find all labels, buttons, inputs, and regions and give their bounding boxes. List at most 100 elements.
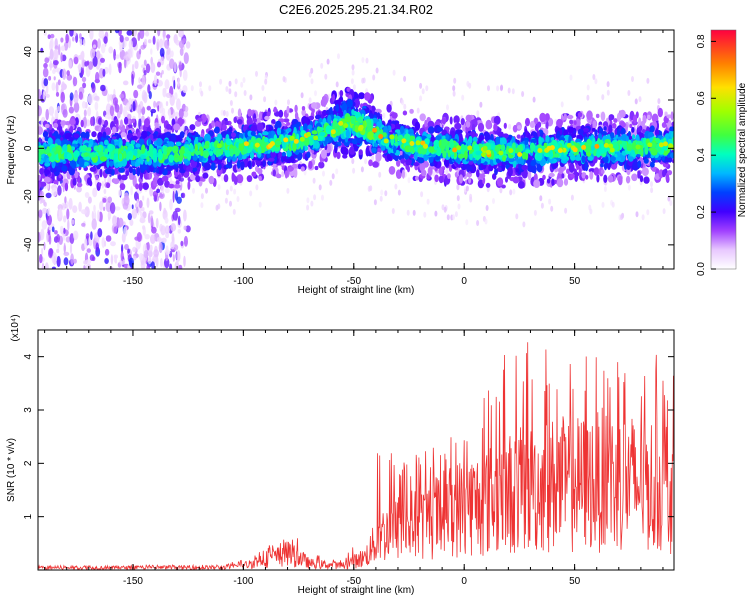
spectrogram-cell	[82, 82, 87, 89]
spectrogram-cell	[453, 77, 457, 84]
spectrogram-cell	[145, 31, 150, 37]
spectrogram-cell	[432, 170, 436, 177]
spectrogram-cell	[73, 31, 77, 37]
spectrogram-cell	[74, 170, 79, 179]
spectrogram-cell	[165, 123, 172, 130]
spectrogram-cell	[68, 197, 73, 210]
spectrogram-cell	[507, 87, 511, 94]
spectrogram-cell	[87, 93, 94, 105]
spectrogram-cell	[119, 258, 126, 265]
spectrogram-cell	[41, 220, 47, 230]
spectrogram-cell	[155, 217, 159, 229]
spectrogram-cell	[69, 243, 73, 255]
spectrogram-cell	[512, 124, 518, 133]
spectrogram-cell	[365, 57, 369, 64]
spectrogram-cell	[38, 181, 41, 190]
spectrogram-cell	[45, 83, 49, 95]
spectrogram-cell	[83, 109, 87, 117]
spectrogram-cell	[148, 172, 153, 180]
spectrogram-cell	[603, 186, 607, 192]
spectrogram-cell	[468, 82, 472, 89]
spectrogram-cell	[237, 108, 242, 118]
spectrogram-cell	[201, 113, 207, 124]
spectrogram-cell	[54, 48, 59, 59]
spectrogram-cell	[92, 56, 98, 67]
spectrogram-cell	[485, 205, 489, 211]
spectrogram-cell	[539, 195, 543, 202]
spectrogram-cell	[578, 168, 582, 175]
spectrogram-cell	[225, 110, 229, 117]
spectrogram-cell	[222, 124, 227, 131]
spectrogram-cell	[148, 91, 152, 100]
spectrogram-cell	[78, 63, 82, 74]
spectrogram-cell	[646, 77, 650, 84]
spectrogram-cell	[603, 126, 607, 131]
spectrogram-cell	[234, 78, 238, 85]
spectrogram-cell	[155, 71, 161, 76]
spectrogram-cell	[121, 244, 124, 254]
spectrogram-cell	[403, 103, 407, 110]
spectrogram-cell	[436, 127, 443, 132]
spectrogram-cell	[592, 120, 597, 131]
spectrogram-cell	[525, 117, 530, 127]
spectrogram-cell	[120, 174, 128, 181]
spectrogram-cell	[71, 219, 75, 225]
spectrogram-cell	[66, 74, 73, 81]
spectrogram-cell	[214, 126, 220, 134]
spectrogram-cell	[166, 34, 171, 39]
spectrogram-cell	[454, 211, 458, 218]
spectrogram-cell	[465, 114, 472, 122]
spectrogram-cell	[156, 38, 160, 51]
spectrogram-cell	[73, 133, 80, 139]
spectrogram-cell	[384, 190, 388, 197]
spectrogram-cell	[38, 105, 42, 117]
spectrogram-cell	[82, 116, 87, 129]
spectrogram-cell	[65, 201, 69, 210]
spectrogram-cell	[593, 167, 600, 176]
spectrogram-cell	[51, 252, 58, 265]
spectrogram-cell	[540, 202, 544, 209]
spectrogram-cell	[156, 78, 159, 84]
spectrogram-cell	[419, 82, 423, 89]
spectrogram-cell	[314, 165, 319, 171]
spectrogram-cell	[512, 176, 520, 184]
spectrogram-cell	[203, 162, 211, 171]
spectrogram-cell	[60, 52, 63, 63]
spectrogram-cell	[113, 178, 120, 185]
spectrogram-cell	[228, 88, 232, 95]
spectrogram-cell	[655, 168, 660, 174]
spectrogram-cell	[368, 159, 373, 167]
spectrogram-cell	[41, 196, 44, 204]
spectrogram-cell	[516, 134, 521, 139]
spectrogram-cell	[256, 122, 264, 132]
spectrogram-cell	[62, 109, 68, 118]
spectrogram-cell	[492, 173, 497, 180]
spectrogram-cell	[164, 257, 170, 269]
spectrogram-cell	[281, 171, 285, 177]
spectrogram-cell	[106, 158, 110, 168]
spectrogram-cell	[255, 184, 259, 191]
spectrogram-cell	[56, 248, 60, 254]
spectrogram-cell	[138, 77, 141, 84]
spectrogram-cell	[493, 115, 501, 125]
spectrogram-cell	[84, 238, 88, 250]
spectrogram-cell	[401, 169, 405, 179]
spectrogram-cell	[149, 244, 153, 252]
spectrogram-cell	[136, 166, 141, 177]
spectrogram-cell	[236, 174, 244, 184]
spectrogram-cell	[454, 122, 462, 130]
spectrogram-cell	[80, 119, 84, 128]
spectrogram-cell	[618, 175, 623, 186]
spectrogram-cell	[183, 255, 186, 267]
spectrogram-cell	[42, 207, 48, 214]
spectrogram-cell	[39, 181, 47, 187]
spectrogram-cell	[123, 195, 130, 206]
spectrogram-cell	[74, 117, 79, 126]
spectrogram-cell	[189, 124, 196, 131]
spectrogram-cell	[39, 254, 43, 264]
spectrogram-cell	[119, 93, 125, 99]
spectrogram-cell	[139, 101, 144, 109]
spectrogram-cell	[152, 35, 156, 45]
spectrogram-cell	[137, 131, 142, 138]
spectrogram-cell	[225, 86, 229, 92]
